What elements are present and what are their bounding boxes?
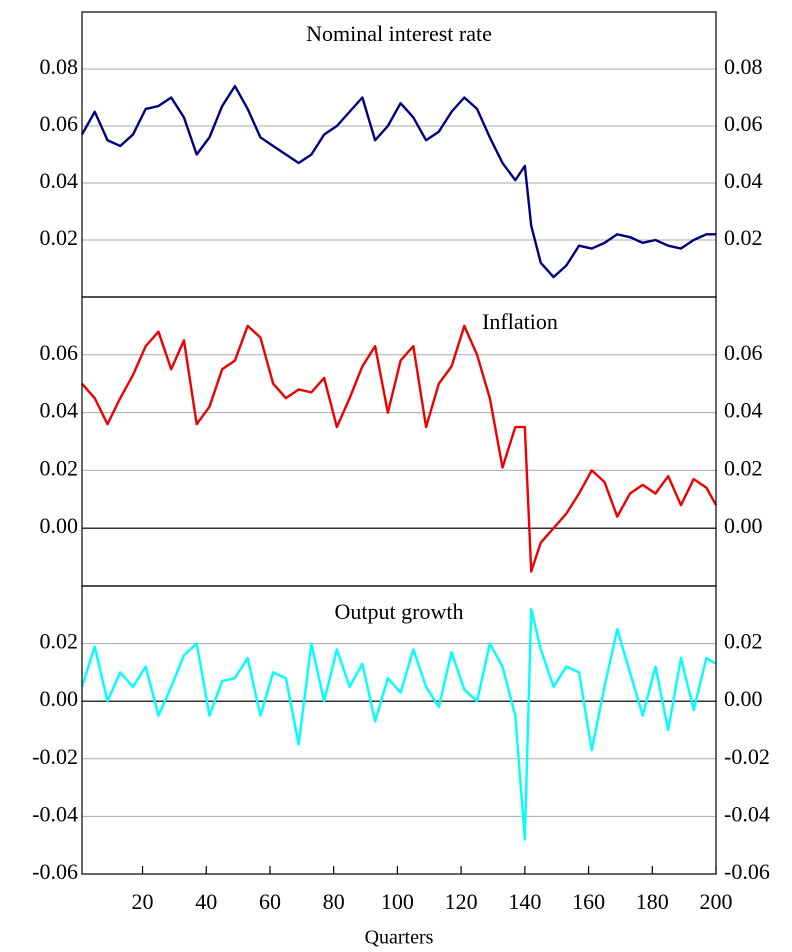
panel-frame [81,585,717,875]
panel-title: Nominal interest rate [306,21,492,46]
y-tick-label-right: -0.04 [724,801,770,826]
y-tick-label-right: 0.00 [724,513,763,538]
panel-frame [81,11,717,298]
x-tick-label: 40 [195,889,217,914]
y-tick-label: 0.06 [40,340,79,365]
y-tick-label-right: 0.08 [724,54,763,79]
x-tick-label: 100 [381,889,414,914]
y-tick-label-right: 0.02 [724,455,763,480]
y-tick-label: 0.00 [40,686,79,711]
y-tick-label: -0.02 [32,744,78,769]
x-axis-label: Quarters [365,927,434,949]
y-tick-label-right: -0.06 [724,859,770,884]
x-tick-label: 20 [132,889,154,914]
y-tick-label: 0.02 [40,455,79,480]
y-tick-label-right: 0.02 [724,629,763,654]
y-tick-label-right: 0.00 [724,686,763,711]
y-tick-label-right: 0.02 [724,225,763,250]
x-tick-label: 120 [445,889,478,914]
series-line [80,607,717,841]
x-tick-label: 180 [636,889,669,914]
x-tick-label: 80 [323,889,345,914]
y-tick-label: 0.02 [40,225,79,250]
y-tick-label: 0.04 [40,398,79,423]
y-tick-label: 0.08 [40,54,79,79]
y-tick-label-right: -0.02 [724,744,770,769]
y-tick-label: 0.02 [40,629,79,654]
y-tick-label-right: 0.04 [724,398,763,423]
x-tick-label: 140 [508,889,541,914]
series-line [81,324,718,573]
panel-title: Inflation [482,309,558,334]
panel-frame [81,296,717,587]
y-tick-label: -0.06 [32,859,78,884]
series-line [80,84,716,279]
y-tick-label: 0.00 [40,513,79,538]
panel-title: Output growth [335,599,464,624]
y-tick-label: 0.06 [40,111,79,136]
x-tick-label: 160 [572,889,605,914]
y-tick-label: 0.04 [40,168,79,193]
y-tick-label-right: 0.04 [724,168,763,193]
x-tick-label: 60 [259,889,281,914]
y-tick-label-right: 0.06 [724,340,763,365]
y-tick-label-right: 0.06 [724,111,763,136]
y-tick-label: -0.04 [32,801,78,826]
x-tick-label: 200 [700,889,733,914]
